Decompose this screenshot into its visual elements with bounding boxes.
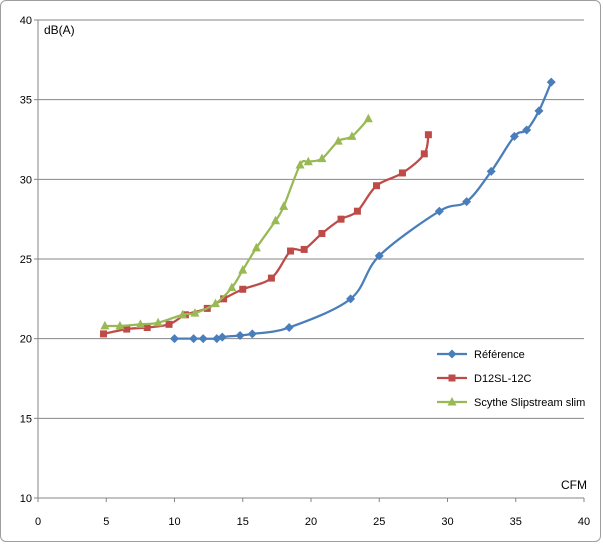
y-axis-label: dB(A) — [44, 23, 75, 37]
data-point — [239, 285, 247, 293]
data-point — [190, 308, 200, 317]
legend-label: D12SL-12C — [474, 373, 532, 385]
data-point — [153, 317, 163, 327]
x-tick-label: 15 — [237, 516, 249, 528]
data-point — [287, 247, 295, 255]
data-point — [300, 245, 308, 253]
legend-label: Référence — [474, 349, 525, 361]
data-point — [279, 201, 289, 210]
data-point — [170, 334, 179, 344]
series-3 — [100, 113, 373, 330]
data-point — [135, 319, 145, 328]
data-point — [123, 325, 131, 333]
data-point — [295, 159, 305, 169]
data-point — [100, 330, 108, 338]
data-point — [115, 320, 125, 330]
x-tick-label: 25 — [373, 516, 385, 528]
data-point — [374, 251, 384, 261]
legend-item: Référence — [437, 349, 525, 361]
legend-label: Scythe Slipstream slim — [474, 397, 585, 409]
data-point — [318, 230, 326, 238]
series-layer — [100, 77, 556, 344]
data-point — [420, 150, 428, 158]
data-point — [189, 334, 199, 344]
data-point — [434, 206, 444, 216]
data-point — [165, 320, 173, 328]
data-point — [220, 295, 228, 303]
data-point — [143, 324, 151, 332]
data-point — [546, 77, 556, 87]
data-point — [271, 215, 281, 225]
y-tick-label: 10 — [20, 493, 32, 505]
y-tick-label: 40 — [20, 15, 32, 27]
x-tick-label: 35 — [510, 516, 522, 528]
y-tick-label: 15 — [20, 413, 32, 425]
data-point — [251, 242, 261, 252]
legend: Référence D12SL-12C Scythe Slipstream slim — [437, 349, 585, 409]
data-point — [247, 329, 257, 339]
data-point — [100, 320, 110, 330]
x-tick-label: 20 — [305, 516, 317, 528]
data-point — [486, 166, 496, 176]
data-point — [178, 309, 188, 319]
data-point — [337, 215, 345, 223]
data-point — [373, 182, 381, 190]
data-point — [284, 323, 294, 333]
y-tick-label: 30 — [20, 174, 32, 186]
data-point — [424, 131, 432, 139]
data-point — [363, 113, 373, 123]
data-point — [522, 125, 532, 135]
data-point — [303, 156, 313, 166]
data-point — [333, 136, 343, 145]
x-tick-label: 5 — [103, 516, 109, 528]
x-tick-label: 10 — [168, 516, 180, 528]
axes: 10 15 20 25 30 35 40 0 5 10 15 20 25 30 35 40 — [20, 15, 590, 528]
y-tick-label: 20 — [20, 334, 32, 346]
x-tick-label: 30 — [441, 516, 453, 528]
gridlines — [38, 19, 584, 419]
data-point — [346, 294, 356, 304]
y-tick-label: 25 — [20, 254, 32, 266]
series-1 — [170, 77, 556, 344]
x-axis-label: CFM — [561, 478, 587, 492]
data-point — [462, 197, 472, 207]
data-point — [210, 298, 220, 308]
x-tick-label: 0 — [35, 516, 41, 528]
data-point — [347, 131, 357, 140]
series-line — [174, 81, 553, 340]
data-point — [227, 282, 237, 292]
data-point — [317, 153, 327, 163]
data-point — [198, 334, 208, 344]
x-tick-label: 40 — [578, 516, 590, 528]
data-point — [238, 265, 248, 274]
data-point — [217, 332, 227, 342]
data-point — [353, 207, 361, 215]
legend-marker — [447, 349, 457, 359]
legend-marker — [448, 374, 456, 382]
data-point — [398, 169, 406, 177]
y-tick-label: 35 — [20, 95, 32, 107]
data-point — [509, 131, 519, 141]
legend-item: D12SL-12C — [437, 373, 532, 385]
data-point — [235, 330, 245, 340]
legend-item: Scythe Slipstream slim — [437, 397, 585, 409]
series-line — [104, 118, 370, 328]
legend-marker — [447, 397, 457, 406]
data-point — [267, 274, 275, 282]
data-point — [534, 106, 544, 116]
